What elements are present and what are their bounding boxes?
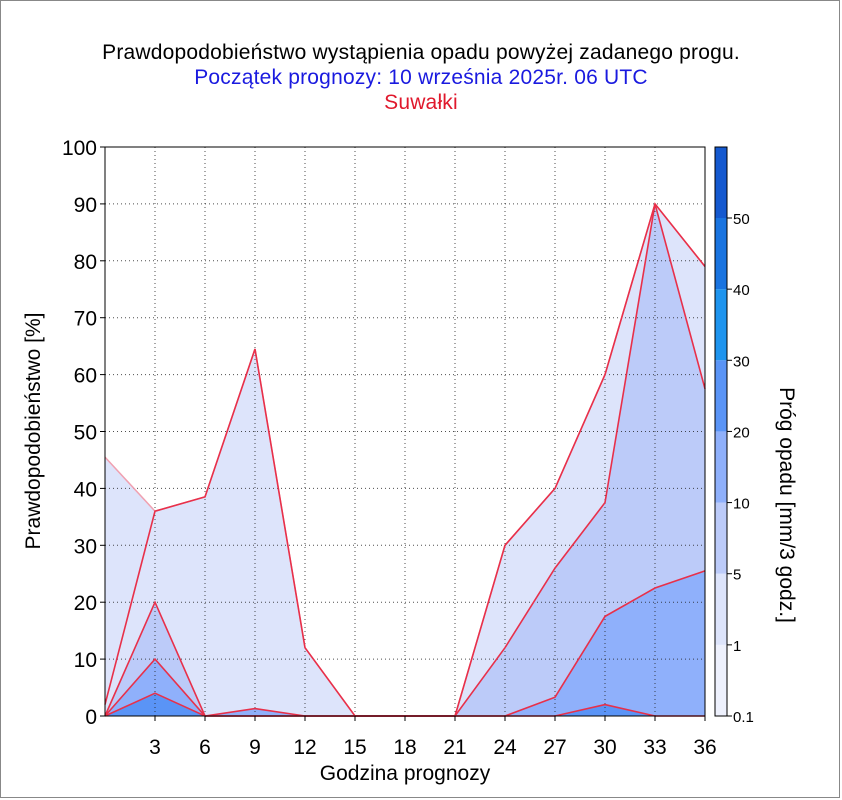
y-tick-label-70: 70 <box>74 308 97 331</box>
y-tick-label-40: 40 <box>74 478 97 501</box>
y-tick-label-30: 30 <box>74 535 97 558</box>
x-tick-label-30: 30 <box>593 736 616 759</box>
station-name: Suwałki <box>384 91 458 114</box>
colorbar-segment-7 <box>715 146 727 218</box>
colorbar-tick-label-10: 10 <box>733 496 750 513</box>
colorbar-segment-4 <box>715 360 727 432</box>
colorbar-tick-label-1: 1 <box>733 638 741 655</box>
colorbar-tick-label-40: 40 <box>733 282 750 299</box>
y-tick-label-80: 80 <box>74 251 97 274</box>
colorbar-segment-0 <box>715 644 727 716</box>
x-axis-label: Godzina prognozy <box>320 762 491 785</box>
colorbar-tick-label-30: 30 <box>733 353 750 370</box>
colorbar-tick-label-0.1: 0.1 <box>733 709 754 726</box>
x-tick-label-9: 9 <box>249 736 261 759</box>
x-tick-label-27: 27 <box>543 736 566 759</box>
x-tick-label-15: 15 <box>343 736 366 759</box>
x-tick-label-36: 36 <box>693 736 716 759</box>
y-tick-label-60: 60 <box>74 365 97 388</box>
y-tick-label-0: 0 <box>85 706 97 729</box>
colorbar-segment-5 <box>715 289 727 361</box>
colorbar-tick-label-50: 50 <box>733 211 750 228</box>
colorbar: 0.1 1 5 10 20 30 40 50 <box>714 146 754 726</box>
y-tick-label-100: 100 <box>62 137 97 160</box>
x-tick-label-3: 3 <box>149 736 161 759</box>
x-tick-label-33: 33 <box>643 736 666 759</box>
colorbar-segment-6 <box>715 218 727 290</box>
colorbar-segment-1 <box>715 573 727 645</box>
x-tick-label-12: 12 <box>293 736 316 759</box>
colorbar-tick-label-5: 5 <box>733 567 741 584</box>
area-20 <box>105 693 705 716</box>
y-tick-label-50: 50 <box>74 422 97 445</box>
chart-subtitle: Początek prognozy: 10 września 2025r. 06… <box>194 66 648 89</box>
x-tick-label-24: 24 <box>493 736 517 759</box>
x-tick-label-18: 18 <box>393 736 416 759</box>
y-axis-label: Prawdopodobieństwo [%] <box>22 313 45 550</box>
chart-title: Prawdopodobieństwo wystąpienia opadu pow… <box>102 41 740 64</box>
colorbar-segment-2 <box>715 502 727 574</box>
colorbar-tick-label-20: 20 <box>733 424 750 441</box>
y-tick-label-20: 20 <box>74 592 97 615</box>
x-tick-label-21: 21 <box>443 736 466 759</box>
y-tick-label-10: 10 <box>74 649 97 672</box>
colorbar-label: Próg opadu [mm/3 godz.] <box>775 387 798 623</box>
colorbar-segment-3 <box>715 431 727 503</box>
y-tick-label-90: 90 <box>74 194 97 217</box>
x-tick-label-6: 6 <box>199 736 211 759</box>
